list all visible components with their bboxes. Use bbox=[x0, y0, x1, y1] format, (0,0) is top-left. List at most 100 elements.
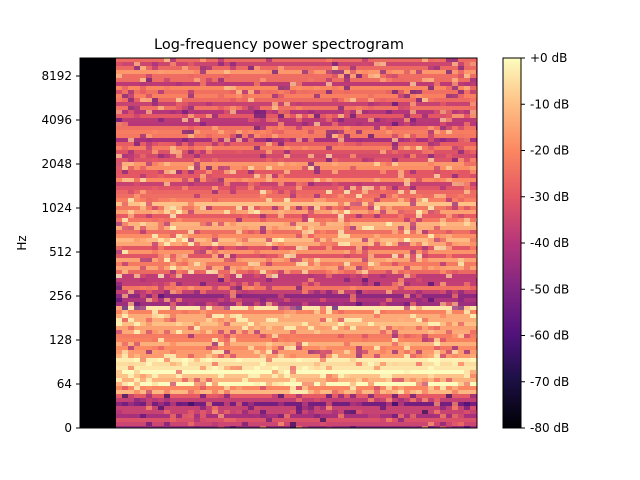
spectrogram-cell bbox=[170, 302, 176, 306]
spectrogram-cell bbox=[404, 334, 410, 338]
spectrogram-cell bbox=[278, 382, 284, 386]
spectrogram-cell bbox=[206, 102, 212, 106]
spectrogram-cell bbox=[320, 374, 326, 378]
spectrogram-cell bbox=[398, 78, 404, 82]
spectrogram-cell bbox=[464, 426, 470, 428]
spectrogram-cell bbox=[296, 246, 302, 250]
spectrogram-cell bbox=[146, 298, 152, 302]
spectrogram-cell bbox=[332, 122, 338, 126]
spectrogram-cell bbox=[302, 282, 308, 286]
spectrogram-cell bbox=[188, 242, 194, 246]
spectrogram-cell bbox=[266, 150, 272, 154]
spectrogram-cell bbox=[290, 354, 296, 358]
spectrogram-cell bbox=[398, 90, 404, 94]
spectrogram-cell bbox=[266, 90, 272, 94]
spectrogram-cell bbox=[320, 242, 326, 246]
spectrogram-cell bbox=[326, 70, 332, 74]
spectrogram-cell bbox=[212, 338, 218, 342]
spectrogram-cell bbox=[134, 390, 140, 394]
spectrogram-cell bbox=[188, 90, 194, 94]
spectrogram-cell bbox=[116, 274, 122, 278]
spectrogram-cell bbox=[404, 146, 410, 150]
spectrogram-cell bbox=[380, 374, 386, 378]
spectrogram-row bbox=[116, 278, 477, 282]
spectrogram-cell bbox=[170, 266, 176, 270]
spectrogram-cell bbox=[422, 318, 428, 322]
spectrogram-cell bbox=[152, 210, 158, 214]
spectrogram-cell bbox=[356, 142, 362, 146]
spectrogram-cell bbox=[470, 86, 476, 90]
spectrogram-cell bbox=[314, 282, 320, 286]
spectrogram-cell bbox=[212, 106, 218, 110]
spectrogram-cell bbox=[344, 134, 350, 138]
spectrogram-cell bbox=[356, 402, 362, 406]
spectrogram-cell bbox=[122, 86, 128, 90]
spectrogram-cell bbox=[392, 330, 398, 334]
spectrogram-cell bbox=[194, 70, 200, 74]
spectrogram-cell bbox=[128, 394, 134, 398]
spectrogram-cell bbox=[266, 198, 272, 202]
spectrogram-cell bbox=[272, 370, 278, 374]
spectrogram-cell bbox=[302, 390, 308, 394]
spectrogram-cell bbox=[218, 246, 224, 250]
spectrogram-cell bbox=[434, 266, 440, 270]
spectrogram-cell bbox=[392, 146, 398, 150]
spectrogram-cell bbox=[278, 126, 284, 130]
spectrogram-cell bbox=[134, 178, 140, 182]
spectrogram-cell bbox=[260, 126, 266, 130]
spectrogram-cell bbox=[164, 358, 170, 362]
spectrogram-cell bbox=[176, 154, 182, 158]
spectrogram-cell bbox=[230, 318, 236, 322]
spectrogram-cell bbox=[230, 66, 236, 70]
colorbar-tick-label: -70 dB bbox=[530, 375, 569, 389]
spectrogram-cell bbox=[134, 66, 140, 70]
spectrogram-cell bbox=[368, 202, 374, 206]
spectrogram-cell bbox=[404, 218, 410, 222]
spectrogram-cell bbox=[134, 370, 140, 374]
spectrogram-cell bbox=[344, 206, 350, 210]
silent-region bbox=[80, 58, 116, 428]
spectrogram-cell bbox=[236, 274, 242, 278]
spectrogram-cell bbox=[332, 66, 338, 70]
spectrogram-cell bbox=[428, 358, 434, 362]
spectrogram-cell bbox=[470, 110, 476, 114]
spectrogram-cell bbox=[122, 222, 128, 226]
spectrogram-cell bbox=[206, 146, 212, 150]
spectrogram-cell bbox=[392, 414, 398, 418]
spectrogram-cell bbox=[314, 378, 320, 382]
spectrogram-cell bbox=[236, 266, 242, 270]
spectrogram-cell bbox=[260, 214, 266, 218]
spectrogram-cell bbox=[362, 270, 368, 274]
spectrogram-cell bbox=[302, 406, 308, 410]
spectrogram-cell bbox=[242, 406, 248, 410]
spectrogram-cell bbox=[434, 358, 440, 362]
spectrogram-cell bbox=[260, 218, 266, 222]
spectrogram-cell bbox=[236, 302, 242, 306]
spectrogram-cell bbox=[128, 302, 134, 306]
spectrogram-cell bbox=[206, 114, 212, 118]
spectrogram-cell bbox=[122, 154, 128, 158]
spectrogram-cell bbox=[416, 290, 422, 294]
spectrogram-cell bbox=[146, 134, 152, 138]
spectrogram-cell bbox=[170, 258, 176, 262]
spectrogram-cell bbox=[464, 86, 470, 90]
spectrogram-row bbox=[116, 194, 477, 198]
spectrogram-cell bbox=[230, 98, 236, 102]
spectrogram-cell bbox=[188, 302, 194, 306]
spectrogram-cell bbox=[470, 406, 476, 410]
spectrogram-cell bbox=[182, 114, 188, 118]
spectrogram-cell bbox=[434, 66, 440, 70]
spectrogram-cell bbox=[356, 362, 362, 366]
spectrogram-cell bbox=[206, 378, 212, 382]
spectrogram-cell bbox=[122, 314, 128, 318]
spectrogram-cell bbox=[314, 258, 320, 262]
spectrogram-cell bbox=[368, 102, 374, 106]
spectrogram-cell bbox=[392, 158, 398, 162]
spectrogram-cell bbox=[266, 230, 272, 234]
spectrogram-cell bbox=[152, 398, 158, 402]
spectrogram-cell bbox=[326, 146, 332, 150]
spectrogram-cell bbox=[368, 394, 374, 398]
spectrogram-row bbox=[116, 382, 477, 386]
spectrogram-cell bbox=[332, 98, 338, 102]
spectrogram-cell bbox=[164, 254, 170, 258]
